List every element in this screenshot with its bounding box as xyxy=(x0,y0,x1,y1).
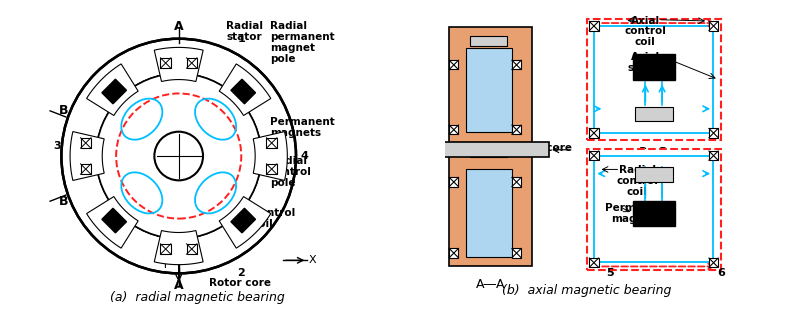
Bar xyxy=(266,164,277,174)
Bar xyxy=(587,19,721,140)
Bar xyxy=(465,48,511,132)
Bar xyxy=(587,149,721,270)
Text: Rotor core: Rotor core xyxy=(209,278,271,288)
Bar xyxy=(160,244,170,254)
Bar xyxy=(449,177,458,186)
Text: A: A xyxy=(174,279,183,292)
Bar xyxy=(635,107,672,121)
Bar xyxy=(186,244,197,254)
Bar xyxy=(633,54,675,80)
Polygon shape xyxy=(86,197,138,248)
Text: (a)  radial magnetic bearing: (a) radial magnetic bearing xyxy=(110,291,285,304)
Text: Radial
control
coil: Radial control coil xyxy=(616,165,658,197)
Text: Permanent
magnets: Permanent magnets xyxy=(604,203,669,224)
Bar xyxy=(589,258,599,267)
Polygon shape xyxy=(231,79,255,104)
Bar xyxy=(512,125,521,134)
Text: Axial
stator: Axial stator xyxy=(627,52,663,73)
Bar xyxy=(469,36,508,46)
Bar xyxy=(449,155,532,266)
Text: Rotor core: Rotor core xyxy=(510,143,573,153)
Circle shape xyxy=(155,132,203,180)
Bar xyxy=(709,21,718,31)
Bar xyxy=(633,201,675,226)
Text: Radial
stator: Radial stator xyxy=(227,21,263,42)
Text: Control
coil: Control coil xyxy=(252,208,296,229)
Bar xyxy=(589,128,599,138)
Text: 6: 6 xyxy=(718,268,725,278)
Bar xyxy=(709,128,718,138)
Polygon shape xyxy=(155,231,203,264)
Polygon shape xyxy=(231,208,255,233)
Bar xyxy=(266,138,277,148)
Bar xyxy=(709,151,718,160)
Bar xyxy=(589,151,599,160)
Bar xyxy=(81,138,91,148)
Text: 4: 4 xyxy=(301,151,308,161)
Bar xyxy=(449,27,532,144)
Bar xyxy=(449,60,458,70)
Text: B―B: B―B xyxy=(639,146,668,160)
Bar xyxy=(449,125,458,134)
Polygon shape xyxy=(155,47,203,82)
Bar xyxy=(449,248,458,258)
Bar xyxy=(589,21,599,31)
Text: Permanent
magnets: Permanent magnets xyxy=(270,117,335,138)
Bar xyxy=(81,164,91,174)
Bar xyxy=(594,156,713,262)
Bar xyxy=(512,60,521,70)
Text: Y: Y xyxy=(162,260,168,270)
Text: Radial
control
pole: Radial control pole xyxy=(270,156,312,188)
Polygon shape xyxy=(86,64,138,116)
Bar xyxy=(432,142,550,157)
Text: B: B xyxy=(59,104,69,117)
Text: 3: 3 xyxy=(53,141,61,151)
Text: Axial
control
coil: Axial control coil xyxy=(624,15,666,47)
Bar xyxy=(512,248,521,258)
Polygon shape xyxy=(102,208,126,233)
Polygon shape xyxy=(219,197,271,248)
Circle shape xyxy=(61,39,296,273)
Text: A: A xyxy=(174,20,183,33)
Text: 1: 1 xyxy=(237,34,245,44)
Text: (b)  axial magnetic bearing: (b) axial magnetic bearing xyxy=(502,284,672,297)
Text: 5: 5 xyxy=(606,268,614,278)
Polygon shape xyxy=(102,79,126,104)
Bar xyxy=(160,58,170,68)
Bar xyxy=(594,27,713,133)
Bar xyxy=(709,258,718,267)
Polygon shape xyxy=(253,131,287,180)
Bar xyxy=(186,58,197,68)
Bar xyxy=(469,146,508,157)
Polygon shape xyxy=(70,131,104,180)
Text: X: X xyxy=(309,255,316,265)
Bar xyxy=(512,177,521,186)
Text: A―A: A―A xyxy=(476,278,505,291)
Text: Radial
permanent
magnet
pole: Radial permanent magnet pole xyxy=(270,21,335,64)
Text: B: B xyxy=(59,195,69,208)
Circle shape xyxy=(96,73,261,239)
Polygon shape xyxy=(219,64,271,116)
Bar xyxy=(635,167,672,182)
Bar xyxy=(465,169,511,257)
Text: 2: 2 xyxy=(237,268,245,278)
